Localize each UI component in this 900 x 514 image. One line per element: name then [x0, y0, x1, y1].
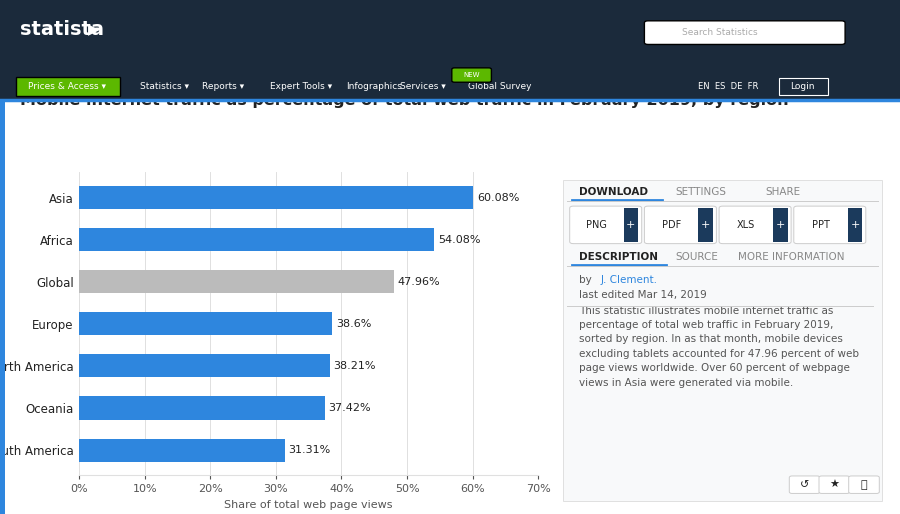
Bar	[79, 312, 332, 336]
Text: SOURCE: SOURCE	[675, 251, 718, 262]
Text: +: +	[776, 220, 785, 230]
Text: views in Asia were generated via mobile.: views in Asia were generated via mobile.	[579, 377, 793, 388]
Text: last edited Mar 14, 2019: last edited Mar 14, 2019	[579, 290, 706, 300]
Text: Services ▾: Services ▾	[400, 82, 446, 91]
Text: 60.08%: 60.08%	[477, 193, 519, 203]
Bar	[79, 270, 393, 293]
Text: XLS: XLS	[737, 220, 755, 230]
Text: Reports ▾: Reports ▾	[202, 82, 245, 91]
Text: 38.21%: 38.21%	[334, 361, 376, 371]
Text: Expert Tools ▾: Expert Tools ▾	[270, 82, 332, 91]
Text: +: +	[701, 220, 710, 230]
Text: DESCRIPTION: DESCRIPTION	[579, 251, 658, 262]
Text: PDF: PDF	[662, 220, 681, 230]
Bar	[79, 186, 473, 209]
X-axis label: Share of total web page views: Share of total web page views	[224, 500, 393, 510]
Text: statista: statista	[20, 20, 104, 39]
Bar	[79, 438, 284, 462]
Text: SETTINGS: SETTINGS	[675, 187, 726, 197]
Text: +: +	[626, 220, 635, 230]
Text: SHARE: SHARE	[765, 187, 800, 197]
Text: NEW: NEW	[464, 72, 480, 78]
Text: Infographics: Infographics	[346, 82, 402, 91]
Text: 37.42%: 37.42%	[328, 403, 371, 413]
Text: 31.31%: 31.31%	[288, 445, 330, 455]
Text: Statistics ▾: Statistics ▾	[140, 82, 188, 91]
Text: +: +	[850, 220, 860, 230]
Text: 38.6%: 38.6%	[337, 319, 372, 329]
Text: EN  ES  DE  FR: EN ES DE FR	[698, 82, 758, 91]
Text: ★: ★	[829, 480, 840, 490]
Bar	[79, 228, 434, 251]
Text: 🔔: 🔔	[860, 480, 868, 490]
Text: excluding tablets accounted for 47.96 percent of web: excluding tablets accounted for 47.96 pe…	[579, 348, 859, 359]
Text: Prices & Access ▾: Prices & Access ▾	[29, 82, 106, 91]
Bar	[79, 396, 325, 419]
Text: MORE INFORMATION: MORE INFORMATION	[738, 251, 844, 262]
Text: 54.08%: 54.08%	[437, 234, 481, 245]
Text: sorted by region. In as that month, mobile devices: sorted by region. In as that month, mobi…	[579, 334, 842, 344]
Text: percentage of total web traffic in February 2019,: percentage of total web traffic in Febru…	[579, 320, 833, 330]
Bar	[79, 354, 329, 377]
Text: Global Survey: Global Survey	[468, 82, 532, 91]
Text: PNG: PNG	[586, 220, 608, 230]
Text: ▶: ▶	[88, 22, 100, 37]
Text: DOWNLOAD: DOWNLOAD	[579, 187, 648, 197]
Text: page views worldwide. Over 60 percent of webpage: page views worldwide. Over 60 percent of…	[579, 363, 850, 373]
Text: PPT: PPT	[812, 220, 830, 230]
Text: by: by	[579, 274, 595, 285]
Text: Search Statistics: Search Statistics	[682, 28, 758, 37]
Text: Mobile internet traffic as percentage of total web traffic in February 2019, by : Mobile internet traffic as percentage of…	[20, 94, 788, 108]
Text: J. Clement.: J. Clement.	[600, 274, 657, 285]
Text: 47.96%: 47.96%	[398, 277, 440, 287]
Text: Internet › Reach & Traffic › Share of mobile internet traffic in global regions : Internet › Reach & Traffic › Share of mo…	[20, 77, 415, 87]
Text: This statistic illustrates mobile internet traffic as: This statistic illustrates mobile intern…	[579, 305, 833, 316]
Text: Login: Login	[790, 82, 815, 91]
Text: ↺: ↺	[800, 480, 809, 490]
